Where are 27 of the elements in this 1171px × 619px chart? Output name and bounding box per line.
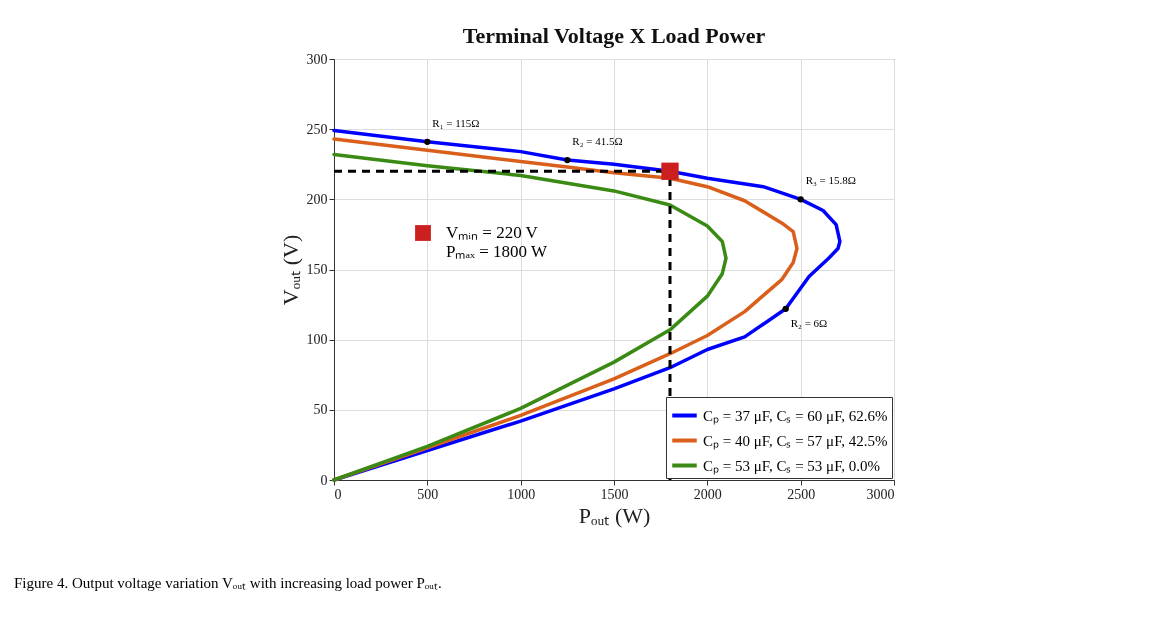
- annotation: R₃ = 15.8Ω: [805, 174, 856, 187]
- annotation: R₂ = 41.5Ω: [572, 135, 623, 148]
- y-tick-label: 0: [320, 472, 328, 488]
- x-tick-label: 2000: [693, 486, 722, 502]
- y-tick-label: 100: [306, 332, 328, 348]
- legend-label: Cₚ = 37 μF, Cₛ = 60 μF, 62.6%: [703, 407, 888, 425]
- y-tick-label: 50: [313, 402, 328, 418]
- point: [661, 162, 679, 180]
- y-tick-label: 150: [306, 262, 328, 277]
- x-axis-title: Pₒᵤₜ (W): [578, 502, 651, 528]
- y-tick-label: 300: [306, 51, 328, 67]
- x-tick-label: 1500: [600, 486, 629, 502]
- x-tick-label: 500: [417, 486, 439, 502]
- x-tick-label: 0: [334, 486, 342, 502]
- legend-label: Vₘᵢₙ = 220 V Pₘₐₓ = 1800 W: [446, 223, 549, 261]
- y-tick-label: 200: [306, 191, 328, 207]
- y-axis-title: Vₒᵤₜ (V): [277, 234, 303, 306]
- annotation: R₁ = 115Ω: [432, 116, 480, 129]
- x-tick-label: 2500: [787, 486, 816, 502]
- legend-label: Cₚ = 53 μF, Cₛ = 53 μF, 0.0%: [703, 457, 881, 475]
- x-tick-label: 1000: [507, 486, 536, 502]
- legend-label: Cₚ = 40 μF, Cₛ = 57 μF, 42.5%: [703, 432, 888, 450]
- annotation: R₂ = 6Ω: [790, 316, 828, 329]
- caption: Figure 4. Output voltage variation Vₒᵤₜ with increasing load power Pₒᵤₜ.: [14, 574, 442, 592]
- y-tick-label: 250: [306, 121, 328, 137]
- chart-title: Terminal Voltage X Load Power: [462, 23, 766, 48]
- x-tick-label: 3000: [866, 486, 895, 502]
